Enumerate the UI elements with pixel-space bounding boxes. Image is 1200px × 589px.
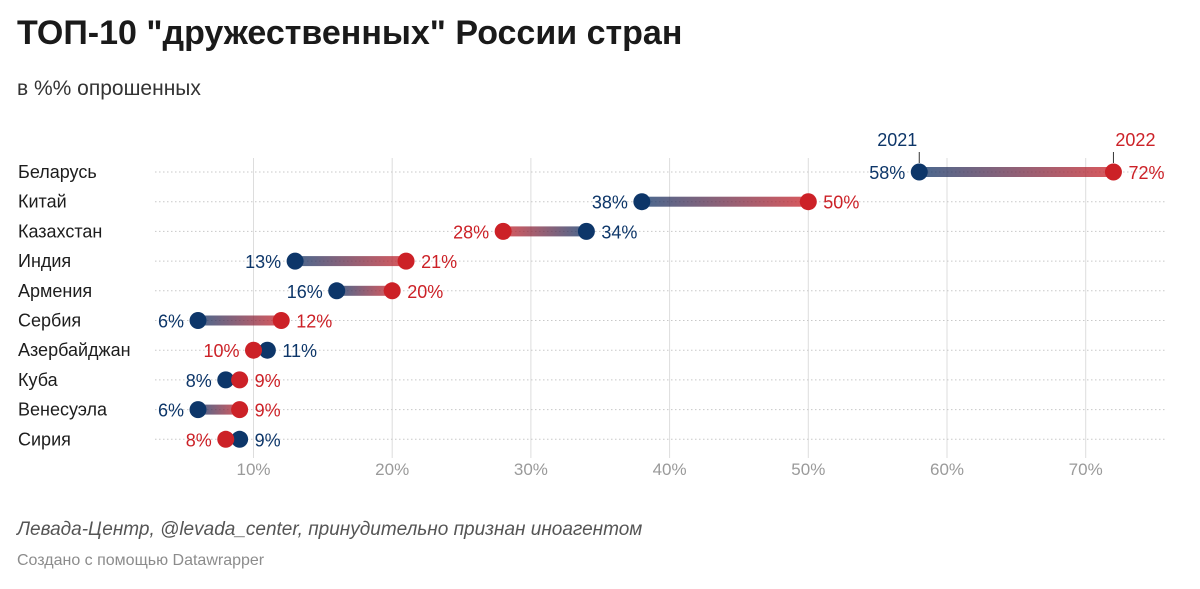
- category-label: Китай: [18, 192, 67, 212]
- dot-2022: [397, 252, 415, 270]
- chart-title: ТОП-10 "дружественных" России стран: [17, 14, 683, 52]
- dot-2021: [217, 371, 235, 389]
- dumbbell-connector: [503, 226, 587, 237]
- x-tick-label: 20%: [375, 460, 409, 479]
- dot-2022: [799, 193, 817, 211]
- value-label-2021: 58%: [869, 163, 905, 183]
- category-label: Казахстан: [18, 221, 102, 241]
- value-label-2022: 9%: [255, 371, 281, 391]
- value-label-2021: 16%: [287, 282, 323, 302]
- dumbbell-connector: [295, 256, 407, 267]
- dot-2021: [328, 282, 346, 300]
- dot-2021: [189, 401, 207, 419]
- legend-label-2021: 2021: [877, 130, 917, 150]
- dot-2022: [217, 430, 235, 448]
- dot-2022: [272, 312, 290, 329]
- x-tick-label: 70%: [1069, 460, 1103, 479]
- dumbbell-connector: [198, 404, 240, 415]
- value-label-2021: 34%: [601, 222, 637, 242]
- category-label: Венесуэла: [18, 400, 108, 420]
- value-label-2022: 72%: [1128, 163, 1164, 183]
- value-label-2021: 11%: [282, 341, 317, 361]
- value-label-2021: 38%: [592, 193, 628, 213]
- dumbbell-connector: [919, 167, 1114, 177]
- dot-2022: [494, 222, 512, 240]
- dot-2021: [258, 341, 276, 359]
- value-label-2022: 28%: [453, 222, 489, 242]
- category-label: Сирия: [18, 429, 71, 449]
- dot-2021: [189, 312, 207, 329]
- value-label-2022: 8%: [186, 430, 212, 450]
- dot-2021: [910, 163, 928, 181]
- dot-2022: [245, 341, 262, 359]
- source-note: Левада-Центр, @levada_center, принудител…: [17, 519, 643, 540]
- dumbbell-chart: 10% 20% 30% 40% 50% 60% 70% Беларусь 58% 72% Китай…: [18, 130, 1165, 479]
- value-label-2021: 9%: [255, 430, 281, 450]
- dumbbell-connector: [336, 285, 393, 296]
- credit-note: Создано с помощью Datawrapper: [17, 552, 265, 569]
- category-label: Армения: [18, 281, 92, 301]
- value-label-2022: 21%: [421, 252, 457, 272]
- value-label-2022: 10%: [203, 341, 239, 361]
- dot-2021: [633, 193, 651, 211]
- category-label: Азербайджан: [18, 340, 131, 360]
- category-label: Индия: [18, 251, 71, 271]
- category-label: Куба: [18, 370, 59, 390]
- dot-2021: [286, 252, 304, 270]
- value-label-2022: 9%: [255, 401, 281, 421]
- x-tick-label: 40%: [653, 460, 687, 479]
- value-label-2021: 13%: [245, 252, 281, 272]
- dumbbell-connector: [198, 315, 282, 326]
- value-label-2022: 20%: [407, 282, 443, 302]
- value-label-2022: 50%: [823, 193, 859, 213]
- dot-2022: [383, 282, 401, 300]
- dot-2021: [577, 222, 595, 240]
- x-tick-label: 60%: [930, 460, 964, 479]
- dot-2022: [231, 401, 249, 419]
- value-label-2021: 6%: [158, 312, 184, 332]
- category-label: Сербия: [18, 311, 81, 331]
- value-label-2022: 12%: [296, 312, 332, 332]
- x-tick-label: 50%: [791, 460, 825, 479]
- category-label: Беларусь: [18, 162, 97, 182]
- x-tick-label: 10%: [236, 460, 270, 479]
- dot-2022: [1104, 163, 1122, 181]
- dot-2021: [231, 430, 249, 448]
- chart-subtitle: в %% опрошенных: [17, 77, 201, 100]
- x-tick-label: 30%: [514, 460, 548, 479]
- dot-2022: [231, 371, 249, 389]
- value-label-2021: 6%: [158, 401, 184, 421]
- dumbbell-connector: [641, 196, 809, 207]
- legend-label-2022: 2022: [1115, 130, 1155, 150]
- value-label-2021: 8%: [186, 371, 212, 391]
